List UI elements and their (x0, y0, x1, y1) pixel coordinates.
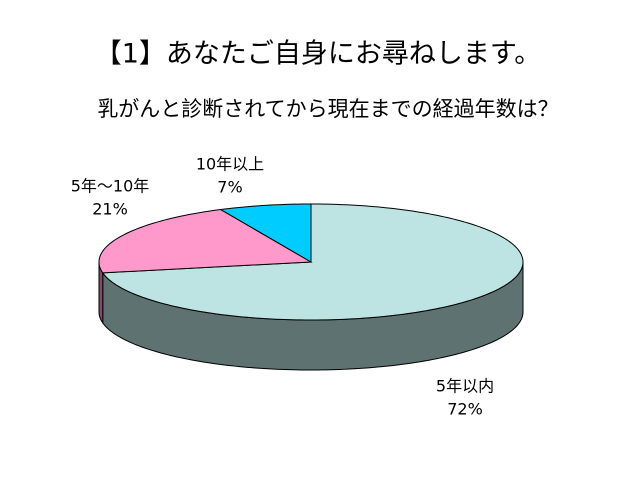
chart-title: 【1】あなたご自身にお尋ねします。 (95, 39, 541, 70)
slice-label: 5年～10年 (71, 177, 150, 196)
pie-slice (98, 209, 313, 274)
chart-subtitle: 乳がんと診断されてから現在までの経過年数は？ (97, 97, 558, 121)
slice-label: 10年以上 (196, 155, 264, 174)
value-label: 72% (447, 400, 483, 419)
pie-slice (219, 203, 312, 263)
pie-slice (101, 203, 524, 321)
value-label: 7% (217, 178, 242, 197)
value-label: 21% (92, 200, 128, 219)
slice-label: 5年以内 (436, 377, 494, 396)
